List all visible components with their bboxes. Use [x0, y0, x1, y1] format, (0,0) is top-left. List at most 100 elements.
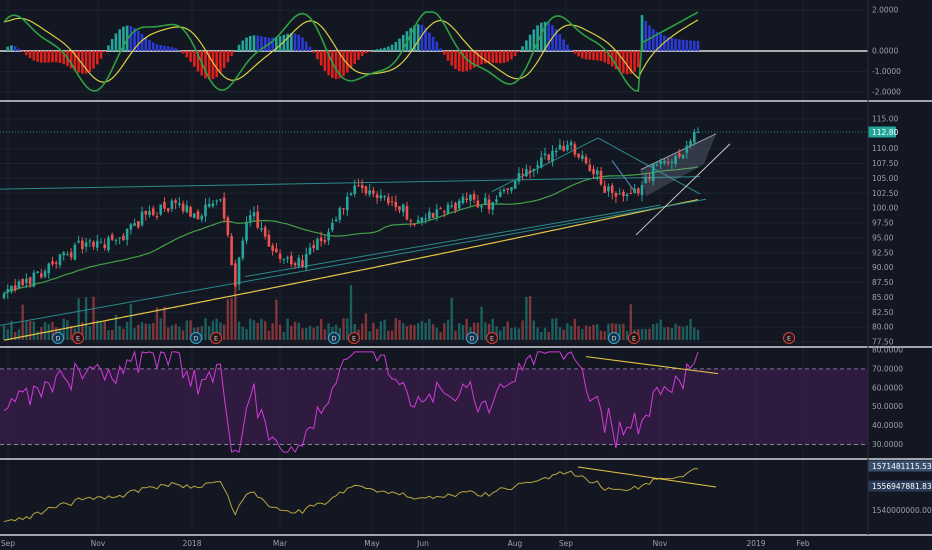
- candle-body: [484, 197, 487, 204]
- candle-body: [629, 192, 633, 194]
- volume-bar: [652, 324, 655, 340]
- volume-bar: [99, 322, 103, 340]
- macd-tick-label: -2.0000: [872, 87, 901, 96]
- macd-histogram-bar: [36, 51, 39, 62]
- candle-body: [234, 263, 237, 286]
- candle-body: [137, 221, 140, 228]
- macd-histogram-bar: [595, 51, 599, 61]
- candle-body: [558, 144, 562, 150]
- macd-histogram-bar: [409, 27, 412, 51]
- candle-body: [297, 257, 301, 267]
- candle-body: [293, 263, 297, 266]
- candle-body: [670, 162, 674, 164]
- candle-body: [245, 221, 248, 241]
- volume-bar: [420, 320, 424, 340]
- volume-bar: [308, 325, 312, 340]
- volume-bar: [185, 320, 189, 340]
- candle-body: [95, 240, 99, 248]
- macd-histogram-bar: [133, 27, 136, 51]
- macd-histogram-bar: [398, 38, 401, 51]
- dividend-marker: [190, 332, 202, 344]
- candle-body: [17, 281, 21, 288]
- volume-bar: [13, 331, 17, 340]
- macd-histogram-bar: [413, 25, 416, 51]
- candle-body: [2, 294, 6, 298]
- candle-body: [25, 278, 28, 284]
- candle-body: [610, 185, 614, 194]
- volume-bar: [107, 330, 110, 340]
- volume-bar: [566, 323, 569, 340]
- macd-panel[interactable]: [0, 11, 868, 92]
- volume-bar: [517, 328, 521, 340]
- candle-body: [349, 193, 353, 196]
- volume-bar: [293, 321, 297, 340]
- candle-body: [603, 185, 607, 193]
- macd-histogram-bar: [689, 40, 692, 51]
- price-tick-label: 82.50: [872, 308, 894, 317]
- x-tick-label: Mar: [273, 539, 288, 548]
- macd-histogram-bar: [491, 51, 495, 63]
- candle-body: [383, 195, 386, 197]
- candle-body: [122, 235, 125, 241]
- volume-bar: [584, 325, 588, 340]
- volume-bar: [271, 323, 274, 340]
- macd-histogram-bar: [245, 37, 248, 51]
- x-tick-label: Sep: [559, 539, 573, 548]
- volume-bar: [133, 328, 136, 340]
- macd-histogram-bar: [554, 29, 558, 51]
- price-tick-label: 105.00: [872, 174, 898, 183]
- rsi-tick-label: 60.0000: [872, 383, 903, 392]
- candle-body: [159, 204, 163, 215]
- macd-histogram-bar: [387, 46, 390, 51]
- price-tick-label: 80.00: [872, 323, 894, 332]
- candle-body: [581, 155, 584, 159]
- volume-bar: [592, 324, 595, 340]
- macd-histogram-bar: [192, 51, 196, 67]
- volume-bar: [431, 324, 435, 340]
- price-panel[interactable]: 112.80 D E D E D E D E D E E: [0, 126, 898, 344]
- macd-histogram-bar: [566, 44, 569, 51]
- volume-bar: [2, 325, 6, 340]
- macd-histogram-bar: [364, 51, 368, 54]
- volume-bar: [558, 327, 562, 340]
- macd-histogram-bar: [476, 51, 480, 66]
- macd-histogram-bar: [644, 20, 648, 51]
- event-label: E: [632, 335, 636, 343]
- rsi-panel[interactable]: [0, 350, 868, 454]
- volume-bar: [286, 318, 289, 340]
- earnings-marker: [486, 332, 498, 344]
- volume-bar: [84, 297, 88, 340]
- volume-bar: [573, 318, 577, 340]
- candle-body: [394, 201, 398, 208]
- macd-histogram-bar: [569, 49, 573, 51]
- candle-body: [215, 200, 218, 202]
- obv-divergence-line: [577, 466, 717, 488]
- candle-body: [498, 191, 502, 197]
- volume-bar: [446, 319, 450, 340]
- macd-histogram-bar: [211, 51, 215, 80]
- rsi-tick-label: 80.0000: [872, 346, 903, 355]
- panel-dividers[interactable]: [0, 0, 932, 536]
- candle-body: [148, 211, 151, 216]
- macd-histogram-bar: [375, 49, 379, 51]
- macd-histogram-bar: [692, 40, 696, 51]
- volume-bar: [208, 326, 211, 340]
- macd-histogram-bar: [442, 51, 446, 55]
- volume-bar: [327, 323, 330, 340]
- macd-histogram-bar: [207, 51, 211, 80]
- candle-body: [345, 196, 349, 211]
- rsi-tick-label: 30.0000: [872, 440, 903, 449]
- volume-bar: [502, 326, 506, 340]
- candle-body: [480, 205, 483, 208]
- candle-body: [532, 169, 536, 171]
- volume-bar: [211, 320, 215, 340]
- price-tick-label: 77.50: [872, 338, 894, 347]
- volume-bar: [353, 323, 356, 340]
- volume-bar: [77, 298, 80, 340]
- macd-histogram-bar: [696, 40, 700, 51]
- candle-body: [181, 203, 185, 212]
- candle-body: [375, 194, 379, 199]
- obv-panel[interactable]: 1571481115.5385 1556947881.8316: [3, 460, 932, 522]
- candle-body: [301, 260, 304, 267]
